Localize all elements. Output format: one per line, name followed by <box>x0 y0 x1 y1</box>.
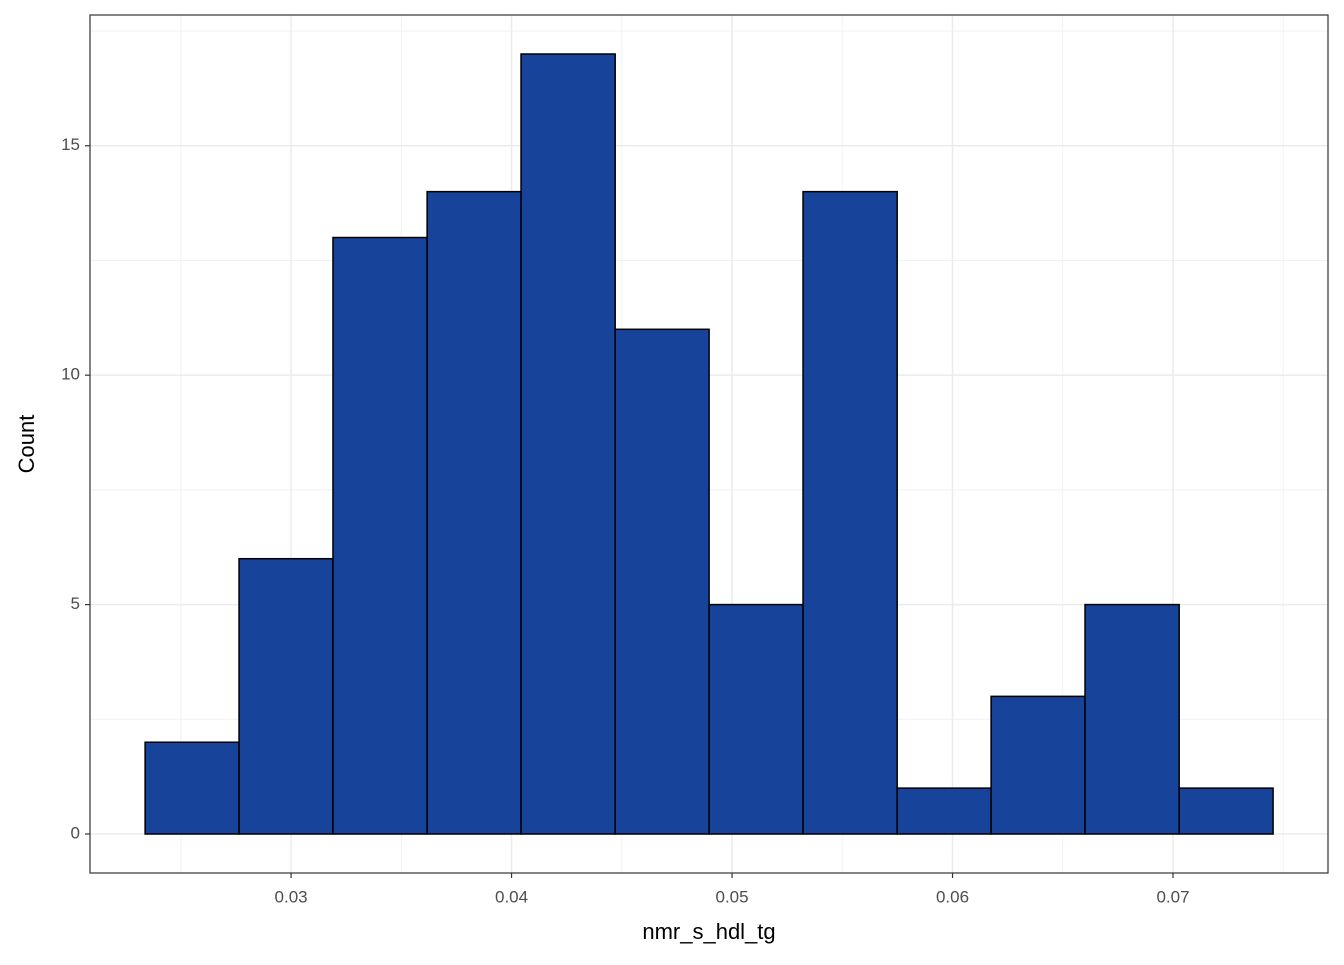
x-tick-label: 0.04 <box>495 887 528 906</box>
x-tick-label: 0.06 <box>936 887 969 906</box>
x-tick-label: 0.07 <box>1156 887 1189 906</box>
y-tick-label: 5 <box>71 594 80 613</box>
bar <box>990 695 1086 835</box>
x-axis-title: nmr_s_hdl_tg <box>642 919 775 944</box>
x-tick-label: 0.05 <box>715 887 748 906</box>
panel-border <box>89 14 1329 874</box>
y-tick-label: 15 <box>61 135 80 154</box>
bar <box>1178 787 1274 835</box>
bars <box>144 53 1274 835</box>
bar <box>426 190 522 835</box>
bar <box>144 741 240 835</box>
bar <box>520 53 616 835</box>
axes: 0 5 10 15 0.03 0.04 0.05 0.06 0.07 <box>61 135 1189 906</box>
y-axis-title: Count <box>14 415 39 474</box>
bar <box>238 557 334 835</box>
bar <box>708 603 804 835</box>
bar <box>896 787 992 835</box>
bar <box>332 236 428 835</box>
y-tick-label: 10 <box>61 365 80 384</box>
bar <box>802 190 898 835</box>
x-tick-label: 0.03 <box>275 887 308 906</box>
bar <box>614 328 710 835</box>
bar <box>1084 603 1180 835</box>
y-tick-label: 0 <box>71 823 80 842</box>
